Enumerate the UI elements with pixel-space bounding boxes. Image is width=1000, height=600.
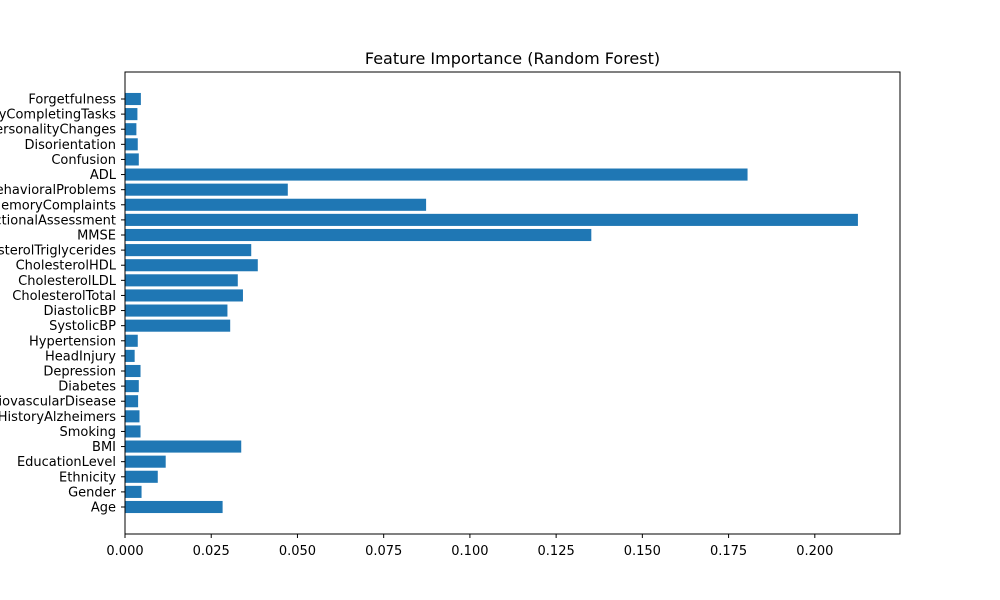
bar-head-injury	[125, 349, 135, 362]
bar-difficulty-completing-tasks	[125, 108, 138, 121]
y-tick-label: CholesterolTriglycerides	[0, 244, 116, 259]
bar-cardiovascular-disease	[125, 395, 139, 408]
bar-cholesterol-triglycerides	[125, 244, 252, 257]
bar-diastolic-bp	[125, 304, 228, 317]
y-tick-label: Depression	[43, 365, 116, 380]
y-tick-label: ADL	[90, 168, 117, 183]
y-tick-label: Smoking	[59, 425, 116, 440]
bar-series	[125, 92, 858, 514]
bar-cholesterol-hdl	[125, 259, 258, 272]
y-tick-label: CholesterolLDL	[18, 274, 117, 289]
bar-forgetfulness	[125, 92, 141, 106]
x-tick-label: 0.025	[193, 544, 230, 559]
bar-diabetes	[125, 380, 139, 393]
y-tick-label: MemoryComplaints	[0, 198, 116, 213]
y-tick-label: DiastolicBP	[43, 304, 116, 319]
y-tick-label: CardiovascularDisease	[0, 395, 116, 410]
bar-cholesterol-ldl	[125, 274, 238, 287]
x-tick-label: 0.000	[106, 544, 143, 559]
bar-disorientation	[125, 138, 138, 151]
bar-education-level	[125, 455, 166, 468]
bar-cholesterol-total	[125, 289, 243, 302]
bar-hypertension	[125, 334, 138, 347]
y-tick-label: Diabetes	[58, 380, 116, 395]
y-tick-label: Disorientation	[24, 138, 116, 153]
bar-behavioral-problems	[125, 183, 288, 196]
bar-functional-assessment	[125, 213, 858, 226]
y-tick-label: HeadInjury	[45, 349, 116, 364]
y-tick-label: Confusion	[51, 153, 116, 168]
y-tick-label: EducationLevel	[17, 455, 116, 470]
bar-mmse	[125, 228, 592, 242]
bar-age	[125, 500, 223, 514]
x-tick-label: 0.100	[451, 544, 488, 559]
y-tick-label: FamilyHistoryAlzheimers	[0, 410, 116, 425]
y-tick-label: Gender	[68, 485, 117, 500]
x-tick-label: 0.200	[796, 544, 833, 559]
bar-bmi	[125, 440, 242, 453]
bar-depression	[125, 364, 141, 378]
y-tick-label: CholesterolTotal	[12, 289, 116, 304]
bar-family-history-alzheimers	[125, 410, 140, 423]
y-tick-label: Ethnicity	[59, 470, 116, 485]
bar-adl	[125, 168, 748, 181]
bar-smoking	[125, 425, 141, 438]
x-tick-label: 0.050	[279, 544, 316, 559]
x-tick-label: 0.150	[624, 544, 661, 559]
x-tick-label: 0.075	[365, 544, 402, 559]
y-tick-label: BehavioralProblems	[0, 183, 116, 198]
y-tick-label: SystolicBP	[49, 319, 116, 334]
y-tick-label: Forgetfulness	[28, 93, 116, 108]
bar-personality-changes	[125, 123, 137, 136]
y-tick-label: CholesterolHDL	[16, 259, 117, 274]
y-tick-label: DifficultyCompletingTasks	[0, 108, 116, 123]
bar-ethnicity	[125, 470, 158, 483]
bar-confusion	[125, 153, 139, 166]
y-tick-label: Age	[91, 501, 116, 516]
bar-systolic-bp	[125, 319, 231, 332]
y-tick-label: BMI	[92, 440, 116, 455]
bar-gender	[125, 485, 142, 498]
plot-frame	[124, 71, 901, 535]
y-tick-label: MMSE	[77, 229, 116, 244]
y-tick-label: FunctionalAssessment	[0, 213, 116, 228]
y-tick-label: PersonalityChanges	[0, 123, 116, 138]
y-tick-label: Hypertension	[29, 334, 116, 349]
bar-memory-complaints	[125, 198, 427, 211]
x-tick-label: 0.175	[710, 544, 747, 559]
chart-title: Feature Importance (Random Forest)	[365, 49, 660, 68]
x-axis: 0.000 0.025 0.050 0.075 0.100 0.125 0.150 0.175…	[106, 534, 833, 559]
x-tick-label: 0.125	[538, 544, 575, 559]
y-axis: AgeGenderEthnicityEducationLevelBMISmoki…	[0, 93, 125, 516]
